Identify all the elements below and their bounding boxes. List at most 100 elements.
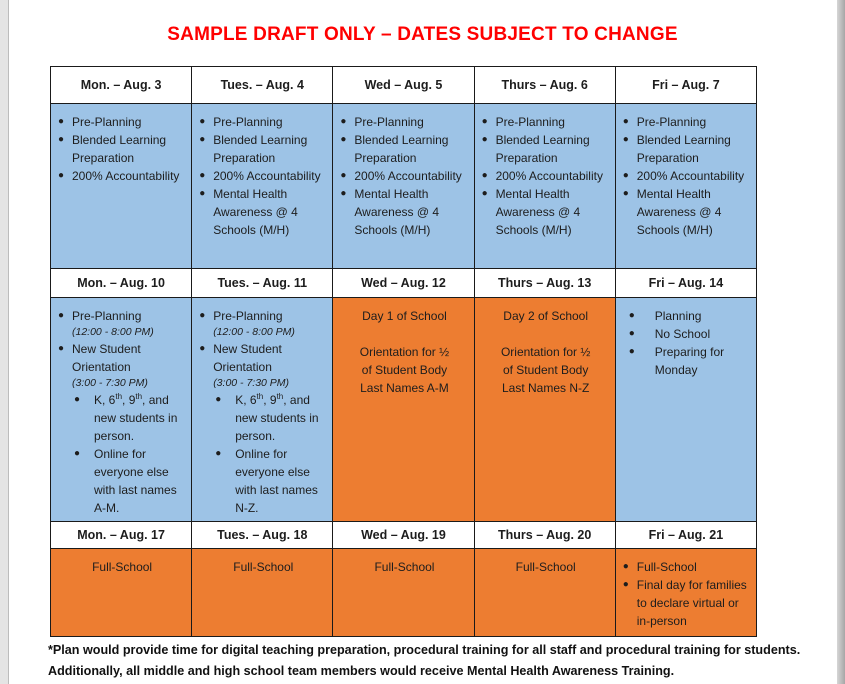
bullet-text: Pre-Planning — [213, 309, 283, 323]
bullet-text: New Student Orientation — [72, 342, 141, 374]
day-cell: Full-School — [332, 548, 475, 637]
bullet-item: ● New Student Orientation — [58, 340, 186, 376]
footnote-line-1: *Plan would provide time for digital tea… — [48, 643, 801, 657]
window-edge-left — [0, 0, 9, 684]
bullet-icon: ● — [622, 188, 629, 199]
bullet-item: ● No School — [629, 325, 751, 343]
bullet-item: ● Pre-Planning — [58, 307, 186, 325]
bullet-text: 200% Accountability — [495, 169, 603, 183]
day-cell: Day 2 of School Orientation for ½ of Stude… — [473, 297, 616, 522]
bullet-item: ● Final day for families to declare virtu… — [623, 576, 751, 630]
day-header-cell: Fri – Aug. 14 — [614, 268, 758, 298]
bullet-icon: ● — [199, 188, 206, 199]
bullet-icon: ● — [199, 170, 206, 181]
day-header-cell: Tues. – Aug. 4 — [191, 66, 334, 104]
bullet-icon: ● — [215, 448, 222, 459]
day-cell: Full-School — [473, 548, 616, 637]
day-header-cell: Fri – Aug. 21 — [614, 521, 758, 549]
day-cell: ● Full-School ● Final day for families to d… — [614, 548, 758, 637]
bullet-icon: ● — [58, 310, 65, 321]
bullet-icon: ● — [199, 343, 206, 354]
bullet-text: Mental Health Awareness @ 4 Schools (M/H… — [354, 187, 440, 237]
bullet-icon: ● — [628, 346, 635, 357]
bullet-icon: ● — [199, 134, 206, 145]
bullet-text: 200% Accountability — [213, 169, 321, 183]
bullet-icon: ● — [340, 116, 347, 127]
bullet-icon: ● — [58, 343, 65, 354]
bullet-text: Blended Learning Preparation — [72, 133, 167, 165]
bullet-text: Pre-Planning — [72, 309, 142, 323]
time-note: (3:00 - 7:30 PM) — [72, 377, 148, 389]
centered-text-line: of Student Body — [361, 363, 448, 377]
day-header-cell: Thurs – Aug. 20 — [473, 521, 616, 549]
bullet-icon: ● — [628, 328, 635, 339]
window-edge-right — [837, 0, 845, 684]
day-header-cell: Wed – Aug. 19 — [332, 521, 475, 549]
bullet-text: Pre-Planning — [495, 115, 565, 129]
day-cell: Day 1 of School Orientation for ½ of Stude… — [332, 297, 475, 522]
bullet-icon: ● — [622, 134, 629, 145]
bullet-icon: ● — [58, 170, 65, 181]
footnote: *Plan would provide time for digital tea… — [48, 640, 823, 682]
bullet-item: ● Blended Learning Preparation — [58, 131, 186, 167]
bullet-text: Preparing for Monday — [654, 345, 725, 377]
time-note: (12:00 - 8:00 PM) — [213, 326, 295, 338]
day-header-cell: Wed – Aug. 5 — [332, 66, 475, 104]
bullet-item: ● 200% Accountability — [199, 167, 327, 185]
bullet-icon: ● — [481, 116, 488, 127]
centered-text-line: Full-School — [92, 560, 153, 574]
centered-text-line: Full-School — [233, 560, 294, 574]
day-cell: Full-School — [49, 548, 193, 637]
bullet-icon: ● — [74, 448, 81, 459]
bullet-text: Pre-Planning — [636, 115, 707, 129]
day-header-cell: Thurs – Aug. 6 — [473, 66, 616, 104]
bullet-icon: ● — [622, 561, 629, 572]
bullet-icon: ● — [74, 394, 81, 405]
bullet-text: Mental Health Awareness @ 4 Schools (M/H… — [636, 187, 722, 237]
bullet-icon: ● — [58, 116, 65, 127]
bullet-item: ● Mental Health Awareness @ 4 Schools (M/… — [623, 185, 751, 239]
bullet-text: Blended Learning Preparation — [636, 133, 731, 165]
bullet-text: K, 6th, 9th, and new students in person. — [235, 392, 319, 444]
day-cell: ● Pre-Planning ● Blended Learning Preparati… — [332, 103, 475, 269]
bullet-text: Online for everyone else with last names… — [235, 447, 318, 515]
bullet-text: Pre-Planning — [213, 115, 283, 129]
bullet-item: ● Mental Health Awareness @ 4 Schools (M/… — [199, 185, 327, 239]
bullet-item: ● 200% Accountability — [482, 167, 610, 185]
bullet-item: ● 200% Accountability — [58, 167, 186, 185]
bullet-item: ● 200% Accountability — [340, 167, 468, 185]
sub-bullet-item: ● Online for everyone else with last name… — [215, 445, 327, 517]
bullet-text: Mental Health Awareness @ 4 Schools (M/H… — [213, 187, 298, 237]
day-header-cell: Fri – Aug. 7 — [614, 66, 758, 104]
bullet-item: ● Pre-Planning — [482, 113, 610, 131]
day-cell: ● Pre-Planning ● Blended Learning Preparati… — [473, 103, 616, 269]
day-cell: Full-School — [191, 548, 334, 637]
centered-text-line: Day 2 of School — [503, 309, 589, 323]
time-note: (12:00 - 8:00 PM) — [72, 326, 154, 338]
bullet-text: Online for everyone else with last names… — [94, 447, 177, 515]
time-note: (3:00 - 7:30 PM) — [213, 377, 290, 389]
bullet-item: ● Mental Health Awareness @ 4 Schools (M/… — [340, 185, 468, 239]
day-cell: ● Pre-Planning (12:00 - 8:00 PM) ● New Stude… — [191, 297, 334, 522]
bullet-text: Blended Learning Preparation — [213, 133, 308, 165]
centered-text-line: Orientation for ½ — [500, 345, 591, 359]
bullet-text: 200% Accountability — [636, 169, 745, 183]
centered-text-line: Last Names N-Z — [501, 381, 590, 395]
day-cell: ● Pre-Planning ● Blended Learning Preparati… — [49, 103, 193, 269]
bullet-item: ● Blended Learning Preparation — [623, 131, 751, 167]
day-cell: ● Pre-Planning (12:00 - 8:00 PM) ● New Stude… — [49, 297, 193, 522]
week-header-row: Mon. – Aug. 17 Tues. – Aug. 18 Wed – Aug. … — [49, 521, 758, 549]
bullet-item: ● Blended Learning Preparation — [340, 131, 468, 167]
day-header-cell: Mon. – Aug. 17 — [49, 521, 193, 549]
bullet-text: 200% Accountability — [354, 169, 462, 183]
week-body-row: ● Pre-Planning ● Blended Learning Preparati… — [49, 103, 758, 269]
bullet-text: K, 6th, 9th, and new students in person. — [94, 392, 178, 444]
bullet-icon: ● — [215, 394, 222, 405]
bullet-icon: ● — [622, 579, 629, 590]
day-cell: ● Planning ● No School ● Preparing for Monday — [614, 297, 758, 522]
sub-bullet-item: ● Online for everyone else with last name… — [74, 445, 186, 517]
bullet-icon: ● — [340, 134, 347, 145]
bullet-icon: ● — [340, 188, 347, 199]
bullet-item: ● Blended Learning Preparation — [482, 131, 610, 167]
bullet-item: ● New Student Orientation — [199, 340, 327, 376]
